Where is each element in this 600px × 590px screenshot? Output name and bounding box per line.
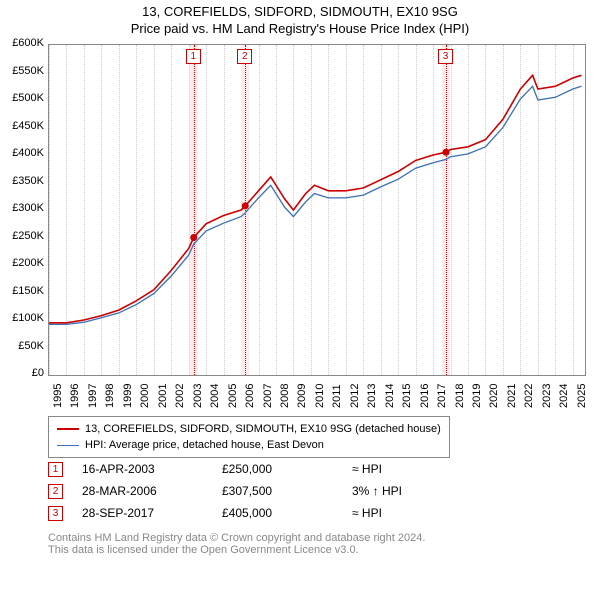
attribution-line1: Contains HM Land Registry data © Crown c… xyxy=(48,532,425,544)
attribution: Contains HM Land Registry data © Crown c… xyxy=(48,532,425,556)
x-tick-label: 1997 xyxy=(87,384,99,408)
chart-title-sub: Price paid vs. HM Land Registry's House … xyxy=(0,21,600,36)
x-tick-label: 2001 xyxy=(157,384,169,408)
x-tick-label: 2000 xyxy=(139,384,151,408)
sales-row-price: £250,000 xyxy=(222,462,352,476)
y-tick-label: £200K xyxy=(4,257,44,269)
legend-row: HPI: Average price, detached house, East… xyxy=(57,437,441,453)
sales-row: 1 16-APR-2003£250,000≈ HPI xyxy=(48,458,472,480)
y-tick-label: £450K xyxy=(4,120,44,132)
y-tick-label: £350K xyxy=(4,175,44,187)
x-tick-label: 2021 xyxy=(506,384,518,408)
y-tick-label: £50K xyxy=(4,340,44,352)
x-tick-label: 2017 xyxy=(436,384,448,408)
x-tick-label: 2005 xyxy=(227,384,239,408)
sale-marker-dot xyxy=(242,202,249,209)
x-tick-label: 2010 xyxy=(314,384,326,408)
x-tick-label: 2008 xyxy=(279,384,291,408)
y-tick-label: £250K xyxy=(4,230,44,242)
sales-row-relation: ≈ HPI xyxy=(352,506,472,520)
sales-row-date: 28-MAR-2006 xyxy=(82,484,222,498)
sale-marker-number: 1 xyxy=(186,49,201,64)
sales-row-date: 28-SEP-2017 xyxy=(82,506,222,520)
x-tick-label: 2022 xyxy=(523,384,535,408)
x-tick-label: 2003 xyxy=(192,384,204,408)
legend-swatch xyxy=(57,428,79,430)
chart-svg xyxy=(49,45,585,375)
sales-row: 2 28-MAR-2006£307,5003% ↑ HPI xyxy=(48,480,472,502)
x-tick-label: 1995 xyxy=(52,384,64,408)
y-tick-label: £550K xyxy=(4,65,44,77)
x-tick-label: 1998 xyxy=(104,384,116,408)
sales-row-relation: 3% ↑ HPI xyxy=(352,484,472,498)
x-tick-label: 2018 xyxy=(454,384,466,408)
attribution-line2: This data is licensed under the Open Gov… xyxy=(48,544,425,556)
y-tick-label: £600K xyxy=(4,37,44,49)
sales-row-date: 16-APR-2003 xyxy=(82,462,222,476)
chart-plot-area xyxy=(48,44,586,376)
series-property xyxy=(49,75,582,322)
sales-row-number: 3 xyxy=(48,506,63,521)
x-tick-label: 2009 xyxy=(296,384,308,408)
x-tick-label: 2006 xyxy=(244,384,256,408)
legend-swatch xyxy=(57,445,79,446)
sales-table: 116-APR-2003£250,000≈ HPI228-MAR-2006£30… xyxy=(48,458,472,524)
sale-marker-number: 2 xyxy=(237,49,252,64)
legend-label: HPI: Average price, detached house, East… xyxy=(85,439,324,451)
x-tick-label: 2013 xyxy=(366,384,378,408)
x-tick-label: 2007 xyxy=(262,384,274,408)
y-tick-label: £400K xyxy=(4,147,44,159)
legend-row: 13, COREFIELDS, SIDFORD, SIDMOUTH, EX10 … xyxy=(57,421,441,437)
chart-title-address: 13, COREFIELDS, SIDFORD, SIDMOUTH, EX10 … xyxy=(0,4,600,19)
sales-row-price: £405,000 xyxy=(222,506,352,520)
x-tick-label: 2025 xyxy=(576,384,588,408)
x-tick-label: 2004 xyxy=(209,384,221,408)
sales-row-price: £307,500 xyxy=(222,484,352,498)
x-tick-label: 2011 xyxy=(331,384,343,408)
x-tick-label: 2012 xyxy=(349,384,361,408)
sales-row: 3 28-SEP-2017£405,000≈ HPI xyxy=(48,502,472,524)
y-tick-label: £300K xyxy=(4,202,44,214)
legend-label: 13, COREFIELDS, SIDFORD, SIDMOUTH, EX10 … xyxy=(85,423,441,435)
y-tick-label: £500K xyxy=(4,92,44,104)
sale-marker-dot xyxy=(190,234,197,241)
x-tick-label: 1996 xyxy=(69,384,81,408)
x-tick-label: 2015 xyxy=(401,384,413,408)
x-tick-label: 2002 xyxy=(174,384,186,408)
x-tick-label: 2023 xyxy=(541,384,553,408)
y-tick-label: £100K xyxy=(4,312,44,324)
y-tick-label: £150K xyxy=(4,285,44,297)
sales-row-number: 2 xyxy=(48,484,63,499)
y-tick-label: £0 xyxy=(4,367,44,379)
x-tick-label: 2020 xyxy=(488,384,500,408)
sales-row-number: 1 xyxy=(48,462,63,477)
legend: 13, COREFIELDS, SIDFORD, SIDMOUTH, EX10 … xyxy=(48,416,450,458)
x-tick-label: 2019 xyxy=(471,384,483,408)
sales-row-relation: ≈ HPI xyxy=(352,462,472,476)
x-tick-label: 1999 xyxy=(122,384,134,408)
x-tick-label: 2016 xyxy=(419,384,431,408)
x-tick-label: 2024 xyxy=(558,384,570,408)
x-tick-label: 2014 xyxy=(384,384,396,408)
sale-marker-number: 3 xyxy=(438,49,453,64)
sale-marker-dot xyxy=(443,149,450,156)
